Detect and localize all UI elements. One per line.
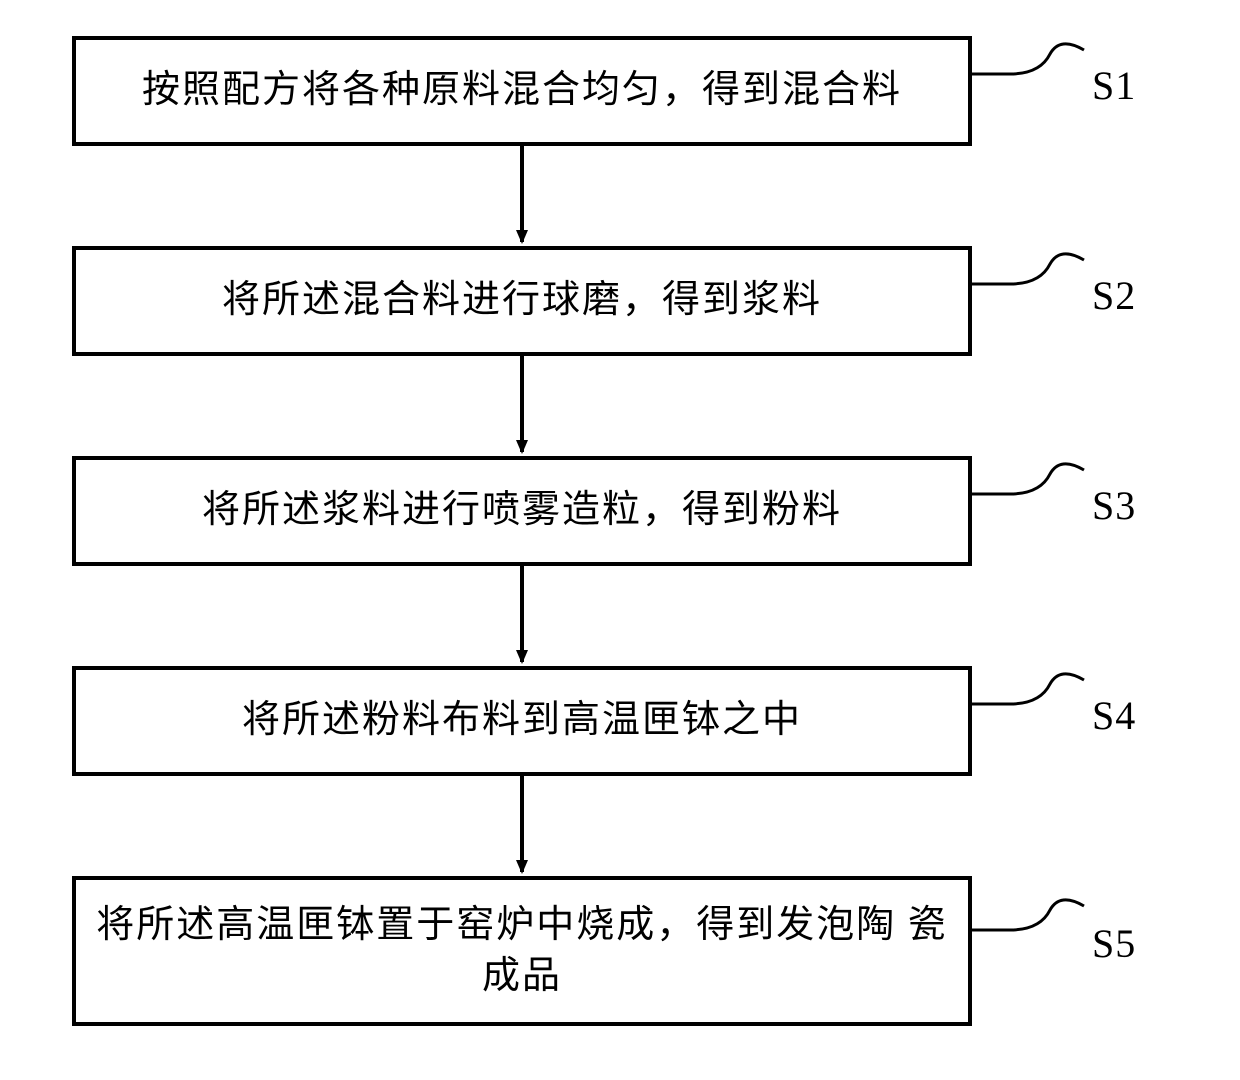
flow-node-s4-text: 将所述粉料布料到高温匣钵之中 [230, 695, 814, 746]
step-label-s3: S3 [1092, 482, 1136, 529]
connector-s5 [972, 900, 1084, 930]
step-label-s4: S4 [1092, 692, 1136, 739]
step-label-s2: S2 [1092, 272, 1136, 319]
step-label-s1: S1 [1092, 62, 1136, 109]
connector-s1 [972, 44, 1084, 74]
flow-node-s2: 将所述混合料进行球磨，得到浆料 [72, 246, 972, 356]
flow-node-s5-text: 将所述高温匣钵置于窑炉中烧成，得到发泡陶 瓷成品 [76, 900, 968, 1003]
flow-node-s4: 将所述粉料布料到高温匣钵之中 [72, 666, 972, 776]
step-label-s5: S5 [1092, 920, 1136, 967]
flowchart-canvas: 按照配方将各种原料混合均匀，得到混合料 S1 将所述混合料进行球磨，得到浆料 S… [0, 0, 1240, 1080]
flow-node-s1: 按照配方将各种原料混合均匀，得到混合料 [72, 36, 972, 146]
flow-node-s1-text: 按照配方将各种原料混合均匀，得到混合料 [130, 65, 914, 116]
flow-node-s2-text: 将所述混合料进行球磨，得到浆料 [210, 275, 834, 326]
flow-node-s3: 将所述浆料进行喷雾造粒，得到粉料 [72, 456, 972, 566]
connector-s3 [972, 464, 1084, 494]
flow-node-s3-text: 将所述浆料进行喷雾造粒，得到粉料 [190, 485, 854, 536]
connector-s2 [972, 254, 1084, 284]
connector-s4 [972, 674, 1084, 704]
flow-node-s5: 将所述高温匣钵置于窑炉中烧成，得到发泡陶 瓷成品 [72, 876, 972, 1026]
